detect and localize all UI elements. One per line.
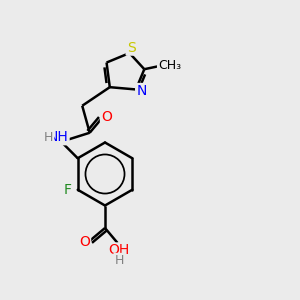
- Text: O: O: [79, 235, 90, 249]
- Text: OH: OH: [108, 243, 130, 257]
- Text: F: F: [64, 183, 72, 197]
- Text: NH: NH: [48, 130, 69, 144]
- Text: O: O: [101, 110, 112, 124]
- Text: CH₃: CH₃: [158, 59, 181, 72]
- Text: S: S: [127, 40, 135, 55]
- Text: N: N: [136, 84, 146, 98]
- Text: H: H: [44, 131, 53, 144]
- Text: H: H: [114, 254, 124, 267]
